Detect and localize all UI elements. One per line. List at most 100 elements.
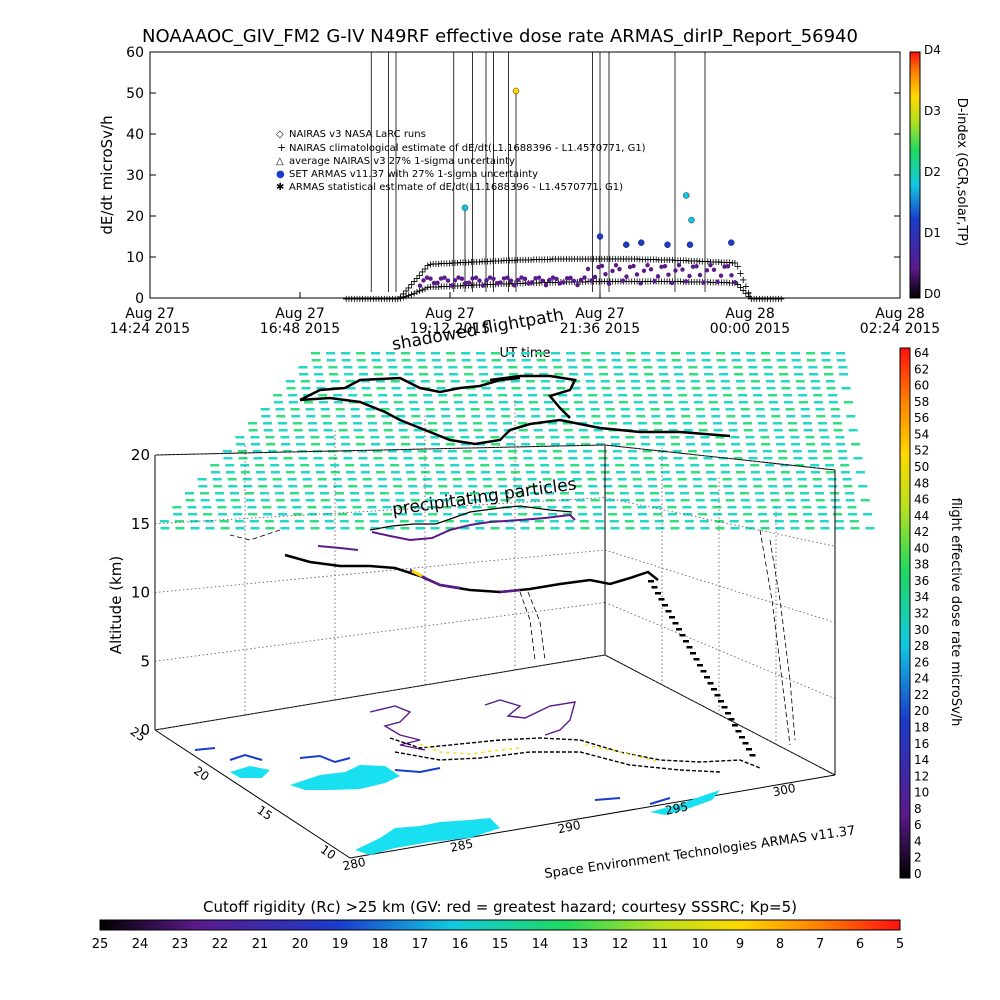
nairas-upper-127: + <box>687 256 695 267</box>
particle-840 <box>755 492 764 495</box>
particle-876 <box>620 499 630 502</box>
particle-357 <box>561 415 571 418</box>
particle-98 <box>688 366 698 369</box>
particle-233 <box>453 394 463 397</box>
particle-520 <box>551 443 561 446</box>
particle-690 <box>525 471 535 474</box>
particle-867 <box>485 499 495 502</box>
particle-144 <box>824 373 834 376</box>
particle-572 <box>687 450 697 453</box>
descent-tick-11 <box>686 646 693 649</box>
particle-240 <box>558 394 568 397</box>
particle-887 <box>785 499 795 502</box>
particle-797 <box>798 485 808 488</box>
particle-206 <box>631 387 641 390</box>
particle-930 <box>727 506 737 509</box>
particle-76 <box>358 366 368 369</box>
particle-792 <box>723 485 733 488</box>
descent-tick-29 <box>749 754 756 757</box>
particle-343 <box>351 415 361 418</box>
particle-12 <box>491 352 500 355</box>
particle-1043 <box>310 527 320 530</box>
particle-1003 <box>414 520 424 523</box>
particle-820 <box>455 492 464 495</box>
dose-tick-10: 20 <box>914 704 929 718</box>
particle-342 <box>336 415 346 418</box>
particle-750 <box>752 478 762 481</box>
particle-251 <box>723 394 733 397</box>
particle-760 <box>243 485 253 488</box>
nairas-lower-30: + <box>424 283 432 294</box>
particle-92 <box>598 366 608 369</box>
armas-band-79 <box>694 264 699 269</box>
wall-grid-line-right-1 <box>604 602 836 700</box>
particle-939 <box>173 513 183 516</box>
particle-209 <box>676 387 686 390</box>
armas-band-51 <box>596 264 601 270</box>
particle-1042 <box>295 527 305 530</box>
nairas-lower-72: + <box>538 278 546 289</box>
armas-band-34 <box>536 275 542 280</box>
particle-181 <box>810 380 820 383</box>
dindex-tick-4: D4 <box>924 43 941 57</box>
particle-417 <box>248 429 258 432</box>
armas-band-44 <box>571 278 577 284</box>
particle-322 <box>620 408 630 411</box>
particle-323 <box>635 408 645 411</box>
particle-319 <box>575 408 585 411</box>
particle-626 <box>210 464 220 467</box>
particle-397 <box>548 422 557 425</box>
particle-493 <box>760 436 770 439</box>
particle-832 <box>635 492 644 495</box>
nairas-lower-104: + <box>625 276 633 287</box>
particle-574 <box>717 450 727 453</box>
particle-457 <box>848 429 858 432</box>
particle-691 <box>540 471 550 474</box>
particle-476 <box>505 436 515 439</box>
particle-808 <box>275 492 284 495</box>
nairas-upper-102: + <box>619 254 627 265</box>
nairas-upper-34: + <box>434 259 442 270</box>
particle-919 <box>562 506 572 509</box>
cutoff-ticks: 25 24 23 22 21 20 19 18 17 16 15 14 13 12 11 10 9 8 7 6 5 <box>92 937 904 952</box>
particle-758 <box>213 485 223 488</box>
dose-tick-14: 28 <box>914 639 929 653</box>
particle-143 <box>809 373 819 376</box>
particle-519 <box>536 443 546 446</box>
particle-826 <box>545 492 554 495</box>
particle-537 <box>806 443 816 446</box>
nairas-upper-107: + <box>633 254 641 265</box>
armas-band-29 <box>519 275 524 280</box>
nairas-lower-126: + <box>685 277 693 288</box>
particle-90 <box>568 366 578 369</box>
armas-band-23 <box>498 280 503 285</box>
particle-653 <box>615 464 625 467</box>
particle-550 <box>357 450 367 453</box>
particle-818 <box>425 492 434 495</box>
armas-band-32 <box>529 280 535 285</box>
armas-band-67 <box>652 278 657 284</box>
descent-tick-9 <box>679 634 686 637</box>
armas-band-36 <box>543 282 549 288</box>
armas-band-88 <box>725 264 731 269</box>
descent-tick-3 <box>658 598 665 601</box>
particle-671 <box>240 471 250 474</box>
particle-720 <box>302 478 312 481</box>
particle-861 <box>395 499 405 502</box>
particle-78 <box>388 366 398 369</box>
nairas-lower-124: + <box>679 277 687 288</box>
particle-269 <box>423 401 433 404</box>
particle-463 <box>310 436 320 439</box>
particle-906 <box>367 506 377 509</box>
particle-544 <box>267 450 277 453</box>
particle-125 <box>539 373 549 376</box>
particle-199 <box>526 387 536 390</box>
particle-699 <box>660 471 670 474</box>
particle-301 <box>305 408 315 411</box>
particle-735 <box>527 478 537 481</box>
particle-854 <box>290 499 300 502</box>
particle-630 <box>270 464 280 467</box>
particle-390 <box>443 422 452 425</box>
particle-943 <box>233 513 243 516</box>
nairas-upper-20: + <box>396 292 404 303</box>
